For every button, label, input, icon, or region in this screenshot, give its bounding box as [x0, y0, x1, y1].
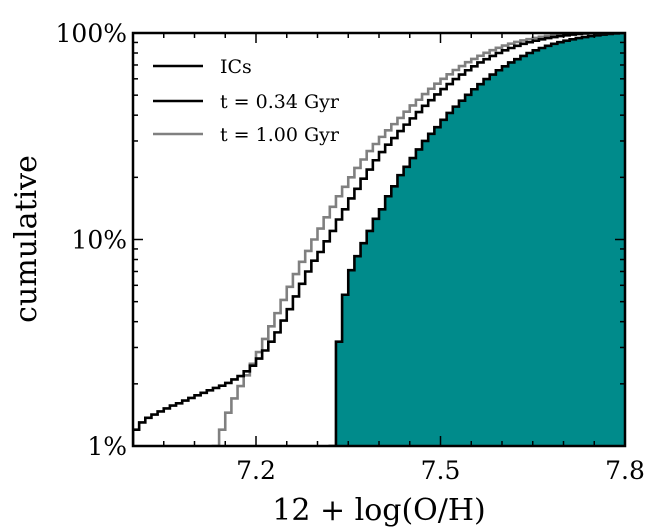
ics-filled-area [329, 33, 625, 446]
t100-step-line [211, 33, 625, 446]
x-tick-label: 7.2 [236, 456, 276, 485]
y-axis-label: cumulative [9, 155, 44, 323]
x-tick-label: 7.5 [421, 456, 461, 485]
x-tick-label: 7.8 [605, 456, 645, 485]
ics-step-line [328, 33, 625, 446]
legend: ICs t = 0.34 Gyr t = 1.00 Gyr [153, 56, 340, 146]
t034-step-line [133, 33, 625, 446]
legend-entry: ICs [220, 56, 252, 78]
y-tick-label: 10% [71, 226, 127, 255]
legend-entry: t = 0.34 Gyr [220, 91, 340, 113]
series-layer [133, 33, 625, 446]
x-axis-label: 12 + log(O/H) [272, 493, 486, 528]
x-ticks: 7.2 7.5 7.8 [132, 33, 645, 485]
y-ticks: 1% 10% 100% [56, 19, 625, 461]
y-tick-label: 1% [87, 432, 127, 461]
legend-entry: t = 1.00 Gyr [220, 124, 340, 146]
y-tick-label: 100% [56, 19, 127, 48]
